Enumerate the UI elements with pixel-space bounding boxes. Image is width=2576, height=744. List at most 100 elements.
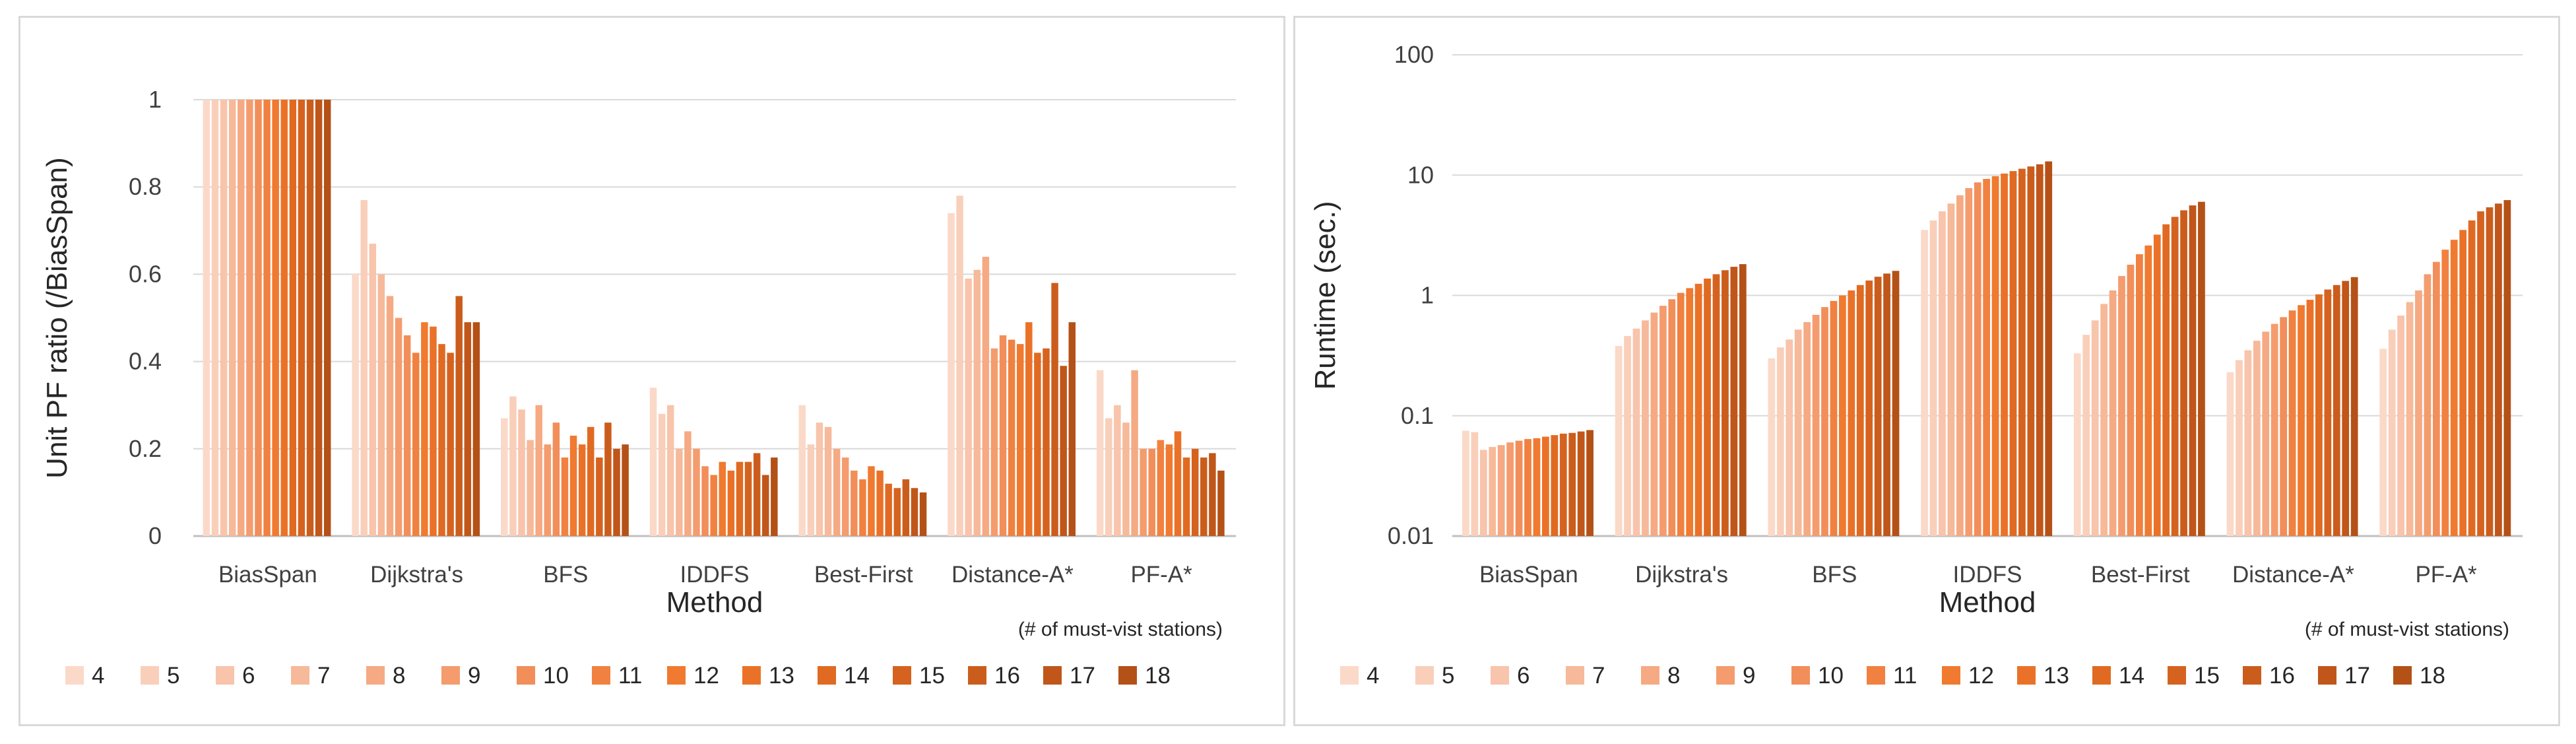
legend-label: 8: [393, 663, 405, 689]
bar: [893, 488, 901, 536]
y-tick-label: 0.6: [129, 260, 162, 287]
legend-swatch: [517, 666, 535, 685]
x-category-label: IDDFS: [680, 562, 750, 588]
bar: [1489, 447, 1497, 536]
bar: [1865, 280, 1873, 536]
bar: [807, 444, 815, 536]
bar: [360, 200, 368, 536]
bar: [2171, 217, 2179, 536]
bar: [911, 488, 918, 536]
bar: [1191, 448, 1199, 536]
bar: [447, 353, 454, 536]
bar: [2298, 305, 2305, 536]
bar: [518, 409, 525, 536]
bar: [2280, 317, 2288, 536]
legend-swatch: [2243, 666, 2261, 685]
bar: [956, 195, 963, 536]
bar: [455, 296, 463, 536]
bar: [1114, 405, 1121, 536]
bar: [1506, 442, 1514, 536]
bar: [1821, 307, 1828, 536]
bar: [1060, 366, 1067, 536]
bar: [1704, 279, 1711, 536]
x-category-label: Dijkstra's: [1635, 562, 1728, 588]
bar: [2180, 210, 2187, 536]
axis-note: (# of must-vist stations): [1018, 619, 1223, 640]
bar: [2073, 353, 2081, 536]
legend-label: 9: [468, 663, 480, 689]
legend-swatch: [1942, 666, 1960, 685]
legend-label: 15: [919, 663, 945, 689]
bar: [1642, 320, 1649, 536]
bar: [1174, 431, 1182, 536]
bar: [919, 492, 927, 536]
bar: [438, 344, 445, 536]
bar: [1722, 270, 1729, 536]
y-tick-label: 0: [148, 522, 162, 549]
bar: [1577, 431, 1585, 536]
bar: [2198, 201, 2205, 536]
bar: [1182, 457, 1190, 536]
bar: [238, 100, 245, 536]
bar: [1200, 457, 1208, 536]
bar: [2153, 234, 2161, 536]
bar: [2468, 220, 2476, 536]
bar: [622, 444, 629, 536]
bar: [1939, 211, 1946, 536]
bar: [203, 100, 210, 536]
bar: [2036, 164, 2044, 536]
bar: [2432, 261, 2440, 536]
bar: [2424, 274, 2431, 536]
legend-swatch: [1716, 666, 1735, 685]
bar: [2027, 166, 2035, 536]
bar: [430, 326, 437, 536]
bar: [1768, 358, 1776, 536]
bar: [649, 388, 657, 536]
bar: [280, 100, 288, 536]
bar: [693, 448, 700, 536]
bar: [1812, 314, 1820, 536]
bar: [851, 470, 858, 536]
bar: [2503, 200, 2511, 536]
bar: [587, 426, 595, 536]
legend-swatch: [141, 666, 159, 685]
bar: [1739, 264, 1747, 536]
bar: [1856, 285, 1864, 536]
legend-label: 16: [2269, 663, 2295, 689]
bar: [2189, 205, 2197, 536]
bar: [2226, 372, 2234, 536]
bar: [1794, 329, 1802, 536]
bar: [298, 100, 306, 536]
bar: [2109, 290, 2117, 536]
bar: [1043, 348, 1050, 536]
bar: [1165, 444, 1173, 536]
legend-label: 13: [769, 663, 794, 689]
legend-label: 11: [618, 663, 642, 689]
bar: [2397, 316, 2404, 536]
bar: [2459, 230, 2467, 536]
legend-swatch: [893, 666, 911, 685]
bar: [2388, 329, 2396, 536]
bar: [1051, 283, 1058, 536]
bar: [1686, 288, 1694, 536]
legend-label: 15: [2194, 663, 2220, 689]
bar: [965, 279, 972, 536]
legend-label: 9: [1743, 663, 1755, 689]
legend-label: 7: [1592, 663, 1605, 689]
bar: [1016, 344, 1024, 536]
bar: [1839, 295, 1846, 536]
legend-swatch: [2168, 666, 2186, 685]
bar: [701, 466, 709, 536]
x-axis-title: Method: [666, 586, 763, 619]
bar: [876, 470, 884, 536]
bar: [1096, 370, 1104, 536]
x-category-label: Best-First: [814, 562, 913, 588]
legend-swatch: [1641, 666, 1659, 685]
legend-label: 6: [242, 663, 255, 689]
bar: [246, 100, 253, 536]
bar: [666, 405, 674, 536]
bar: [2091, 320, 2099, 536]
legend-label: 11: [1893, 663, 1917, 689]
legend-swatch: [441, 666, 460, 685]
bar: [824, 426, 832, 536]
